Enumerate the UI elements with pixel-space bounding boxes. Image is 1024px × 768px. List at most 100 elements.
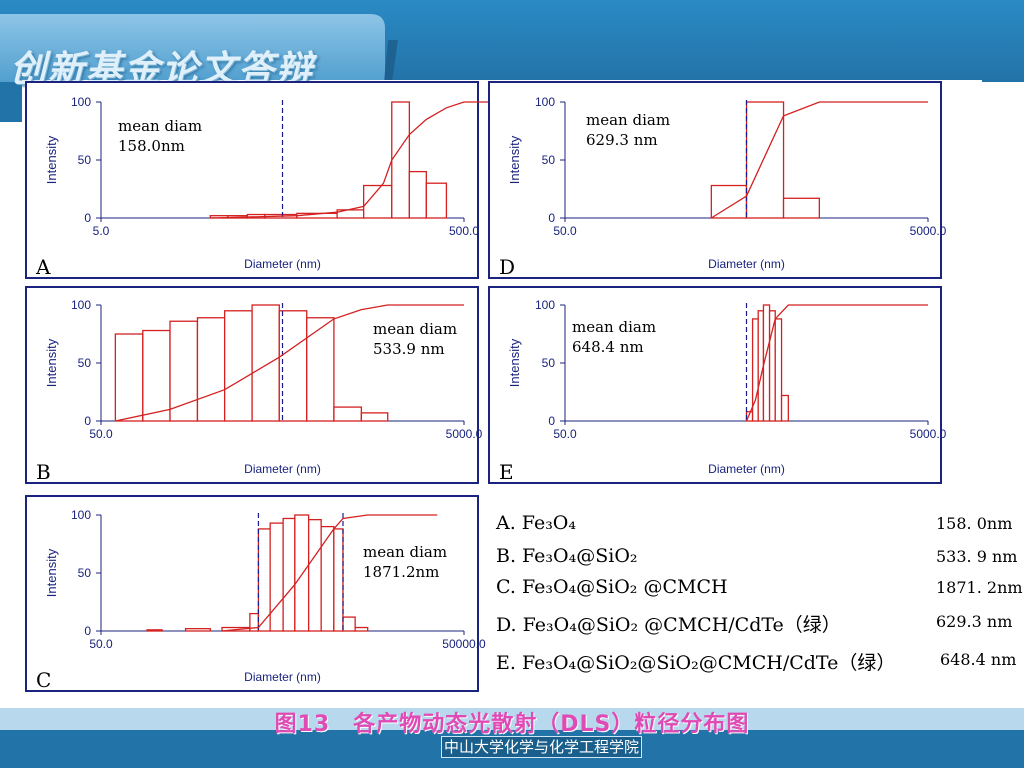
chart-panel-d: 0 50 100 50.0 5000.0 Diameter (nm) Intensity me… [488, 81, 947, 279]
histogram-bar [354, 626, 369, 632]
legend-row: D. Fe₃O₄@SiO₂ @CMCH/CdTe（绿） 629.3 nm [496, 610, 1024, 640]
y-tick-label: 50 [542, 153, 556, 167]
x-tick-label: 50.0 [553, 224, 577, 238]
y-tick-label: 100 [71, 95, 91, 109]
x-tick-label: 50.0 [89, 637, 113, 651]
histogram-bar [333, 528, 344, 632]
y-tick-label: 50 [78, 356, 92, 370]
histogram-bar [269, 522, 284, 632]
histogram-bar [184, 628, 211, 632]
annotation-heading: mean diam [118, 117, 202, 135]
mean-diameter-annotation: mean diam 1871.2nm [363, 543, 447, 581]
institution-footer: 中山大学化学与化学工程学院 [441, 736, 643, 758]
panel-letter: D [499, 255, 515, 279]
annotation-heading: mean diam [572, 318, 656, 336]
cumulative-curve [210, 101, 494, 219]
histogram-bar [360, 412, 389, 422]
x-axis-label: Diameter (nm) [708, 257, 785, 271]
x-tick-label: 50000.0 [442, 637, 486, 651]
annotation-value: 1871.2nm [363, 563, 439, 581]
y-tick-label: 50 [542, 356, 556, 370]
mean-diameter-annotation: mean diam 648.4 nm [572, 318, 656, 356]
histogram-bar [320, 525, 335, 632]
x-tick-label: 5000.0 [910, 427, 947, 441]
legend-row: A. Fe₃O₄ 158. 0nm [496, 512, 1024, 542]
histogram-bar [710, 184, 748, 219]
x-axis-label: Diameter (nm) [708, 462, 785, 476]
y-tick-label: 100 [71, 508, 91, 522]
y-tick-label: 100 [71, 298, 91, 312]
panel-letter: C [36, 668, 51, 692]
annotation-value: 158.0nm [118, 137, 185, 155]
y-axis-label: Intensity [507, 338, 522, 387]
histogram-bar [782, 197, 821, 219]
y-axis-label: Intensity [44, 338, 59, 387]
mean-diameter-annotation: mean diam 158.0nm [118, 117, 202, 155]
y-tick-label: 0 [548, 211, 555, 225]
x-tick-label: 5.0 [93, 224, 110, 238]
histogram-bar [307, 518, 322, 632]
panel-letter: B [36, 460, 51, 484]
chart-panel-a: 0 50 100 5.0 500.0 Diameter (nm) Intensity mean… [25, 81, 494, 279]
figure-caption: 图13 各产物动态光散射（DLS）粒径分布图 [274, 712, 750, 737]
histogram-bar [146, 629, 163, 632]
legend-mean-diameter: 629.3 nm [936, 612, 1013, 631]
y-tick-label: 0 [84, 624, 91, 638]
annotation-value: 648.4 nm [572, 338, 644, 356]
histogram-bar [745, 101, 785, 219]
chart-panel-e: 0 50 100 50.0 5000.0 Diameter (nm) Intensity me… [488, 286, 947, 484]
y-tick-label: 0 [84, 211, 91, 225]
x-axis-label: Diameter (nm) [244, 462, 321, 476]
histogram-bar [196, 317, 226, 422]
x-axis-label: Diameter (nm) [244, 257, 321, 271]
histogram-bar [425, 182, 448, 219]
chart-frame [488, 286, 942, 484]
annotation-heading: mean diam [586, 111, 670, 129]
histogram-bar [757, 310, 765, 422]
y-tick-label: 0 [548, 414, 555, 428]
annotation-value: 629.3 nm [586, 131, 658, 149]
legend-row: C. Fe₃O₄@SiO₂ @CMCH 1871. 2nm [496, 576, 1024, 606]
y-axis-label: Intensity [44, 135, 59, 184]
chart-frame [25, 495, 479, 692]
histogram-bar [774, 318, 783, 422]
legend-sample-name: C. Fe₃O₄@SiO₂ @CMCH [496, 576, 728, 598]
histogram-bar [142, 329, 171, 422]
legend-sample-name: D. Fe₃O₄@SiO₂ @CMCH/CdTe（绿） [496, 614, 841, 636]
chart-panel-b: 0 50 100 50.0 5000.0 Diameter (nm) Intensity me… [25, 286, 483, 484]
annotation-value: 533.9 nm [373, 340, 445, 358]
histogram-bar [408, 170, 427, 219]
cumulative-curve [710, 101, 928, 219]
panel-letter: A [35, 255, 51, 279]
legend-sample-name: B. Fe₃O₄@SiO₂ [496, 545, 638, 567]
chart-frame [488, 81, 942, 279]
legend-sample-name: A. Fe₃O₄ [496, 512, 576, 534]
annotation-heading: mean diam [363, 543, 447, 561]
histogram-bar [391, 101, 411, 219]
histogram-bar [251, 304, 280, 422]
legend-row: E. Fe₃O₄@SiO₂@SiO₂@CMCH/CdTe（绿） 648.4 nm [496, 648, 1024, 678]
histogram-bar [294, 514, 310, 632]
panel-letter: E [499, 460, 514, 484]
histogram-bar [282, 517, 296, 632]
x-tick-label: 5000.0 [910, 224, 947, 238]
histogram-bar [780, 394, 789, 422]
histogram-bar [278, 310, 308, 422]
cumulative-curve [115, 304, 464, 422]
histogram-bar [333, 406, 363, 422]
mean-diameter-annotation: mean diam 629.3 nm [586, 111, 670, 149]
legend-sample-name: E. Fe₃O₄@SiO₂@SiO₂@CMCH/CdTe（绿） [496, 652, 896, 674]
x-tick-label: 50.0 [89, 427, 113, 441]
y-tick-label: 100 [535, 298, 555, 312]
legend-mean-diameter: 533. 9 nm [936, 547, 1018, 566]
histogram-bar [306, 317, 335, 422]
x-axis-label: Diameter (nm) [244, 670, 321, 684]
histogram-bar [169, 320, 199, 422]
y-tick-label: 100 [535, 95, 555, 109]
histogram-bar [342, 616, 356, 632]
sample-legend: A. Fe₃O₄ 158. 0nm B. Fe₃O₄@SiO₂ 533. 9 n… [496, 512, 1024, 682]
y-tick-label: 50 [78, 566, 92, 580]
legend-row: B. Fe₃O₄@SiO₂ 533. 9 nm [496, 545, 1024, 575]
y-axis-label: Intensity [507, 135, 522, 184]
